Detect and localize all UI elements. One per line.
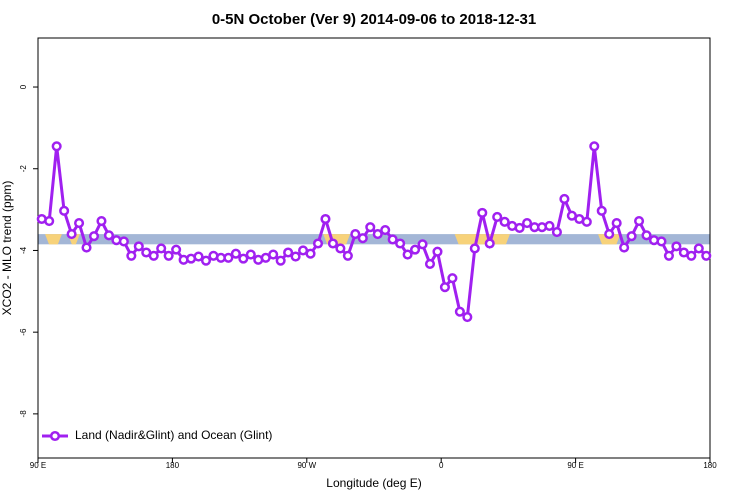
data-point bbox=[335, 243, 346, 254]
data-point bbox=[133, 241, 144, 252]
data-point bbox=[634, 215, 645, 227]
data-point bbox=[290, 251, 301, 262]
data-point bbox=[447, 273, 458, 284]
data-point bbox=[462, 311, 473, 323]
y-axis-title: XCO2 - MLO trend (ppm) bbox=[0, 181, 14, 316]
data-point bbox=[320, 213, 331, 225]
data-point bbox=[432, 246, 443, 257]
data-point bbox=[350, 229, 361, 240]
data-point bbox=[663, 250, 674, 261]
y-tick-label: -8 bbox=[19, 410, 28, 418]
data-point bbox=[156, 243, 167, 254]
x-tick-label: 180 bbox=[703, 461, 717, 470]
data-point bbox=[275, 255, 286, 266]
data-point bbox=[604, 229, 615, 240]
data-point bbox=[402, 249, 413, 260]
data-point bbox=[581, 216, 592, 227]
data-point bbox=[693, 243, 704, 254]
data-point bbox=[126, 250, 137, 261]
x-axis-title: Longitude (deg E) bbox=[326, 476, 421, 490]
y-tick-label: -4 bbox=[19, 246, 28, 254]
data-point bbox=[312, 238, 324, 249]
data-point bbox=[268, 249, 279, 260]
highlight-range bbox=[454, 234, 510, 245]
data-point bbox=[551, 227, 562, 238]
data-point bbox=[395, 238, 406, 249]
data-point bbox=[305, 248, 316, 259]
x-tick-label: 90 E bbox=[567, 461, 583, 470]
data-point bbox=[342, 250, 353, 261]
data-point bbox=[492, 211, 503, 222]
data-point bbox=[163, 250, 174, 261]
highlight-range bbox=[45, 234, 62, 245]
data-point bbox=[469, 243, 480, 254]
data-point bbox=[544, 220, 555, 231]
data-point bbox=[596, 205, 607, 216]
reference-band bbox=[38, 234, 710, 245]
data-point bbox=[74, 218, 85, 229]
data-point bbox=[96, 215, 107, 227]
data-point bbox=[589, 141, 600, 152]
y-tick-label: 0 bbox=[19, 84, 28, 89]
data-point bbox=[51, 141, 62, 152]
data-point bbox=[118, 236, 129, 247]
data-point bbox=[372, 229, 383, 240]
data-point bbox=[148, 250, 159, 261]
data-point bbox=[559, 193, 570, 205]
data-point bbox=[200, 255, 212, 266]
data-point bbox=[59, 205, 70, 216]
data-point bbox=[619, 242, 630, 253]
y-tick-label: -6 bbox=[19, 328, 28, 336]
data-point bbox=[499, 216, 510, 227]
data-point bbox=[626, 231, 637, 242]
data-point bbox=[701, 250, 712, 261]
data-point bbox=[223, 252, 234, 263]
data-point bbox=[417, 239, 428, 250]
data-point bbox=[327, 238, 338, 249]
data-point bbox=[66, 229, 77, 240]
data-point bbox=[611, 218, 622, 229]
data-point bbox=[671, 241, 682, 252]
x-tick-label: 90 E bbox=[30, 461, 46, 470]
data-point bbox=[365, 222, 376, 233]
data-point bbox=[380, 224, 391, 236]
data-point bbox=[410, 244, 421, 255]
chart-title: 0-5N October (Ver 9) 2014-09-06 to 2018-… bbox=[212, 11, 536, 28]
data-point bbox=[44, 215, 55, 227]
data-point bbox=[238, 253, 249, 264]
data-point bbox=[230, 248, 241, 259]
data-point bbox=[484, 238, 495, 249]
data-point bbox=[522, 218, 533, 229]
data-point bbox=[357, 233, 368, 244]
data-point bbox=[656, 236, 667, 247]
data-point bbox=[454, 306, 465, 317]
legend-label: Land (Nadir&Glint) and Ocean (Glint) bbox=[75, 428, 272, 442]
data-point bbox=[103, 230, 114, 241]
y-tick-label: -2 bbox=[19, 165, 28, 173]
x-tick-label: 180 bbox=[166, 461, 180, 470]
plot-frame bbox=[37, 37, 711, 459]
data-point bbox=[81, 242, 92, 253]
data-point bbox=[686, 250, 697, 261]
data-point bbox=[283, 247, 294, 258]
data-point bbox=[245, 249, 256, 260]
data-point bbox=[477, 207, 488, 218]
data-point bbox=[439, 282, 450, 293]
data-point bbox=[514, 222, 525, 234]
x-tick-label: 90 W bbox=[297, 461, 316, 470]
legend-marker bbox=[49, 430, 61, 442]
data-point bbox=[387, 234, 398, 245]
data-point bbox=[88, 231, 100, 242]
data-point bbox=[641, 230, 652, 241]
data-point bbox=[424, 258, 436, 269]
highlight-range bbox=[598, 234, 621, 245]
data-point bbox=[171, 244, 182, 255]
data-point bbox=[193, 251, 204, 262]
x-tick-label: 0 bbox=[439, 461, 444, 470]
